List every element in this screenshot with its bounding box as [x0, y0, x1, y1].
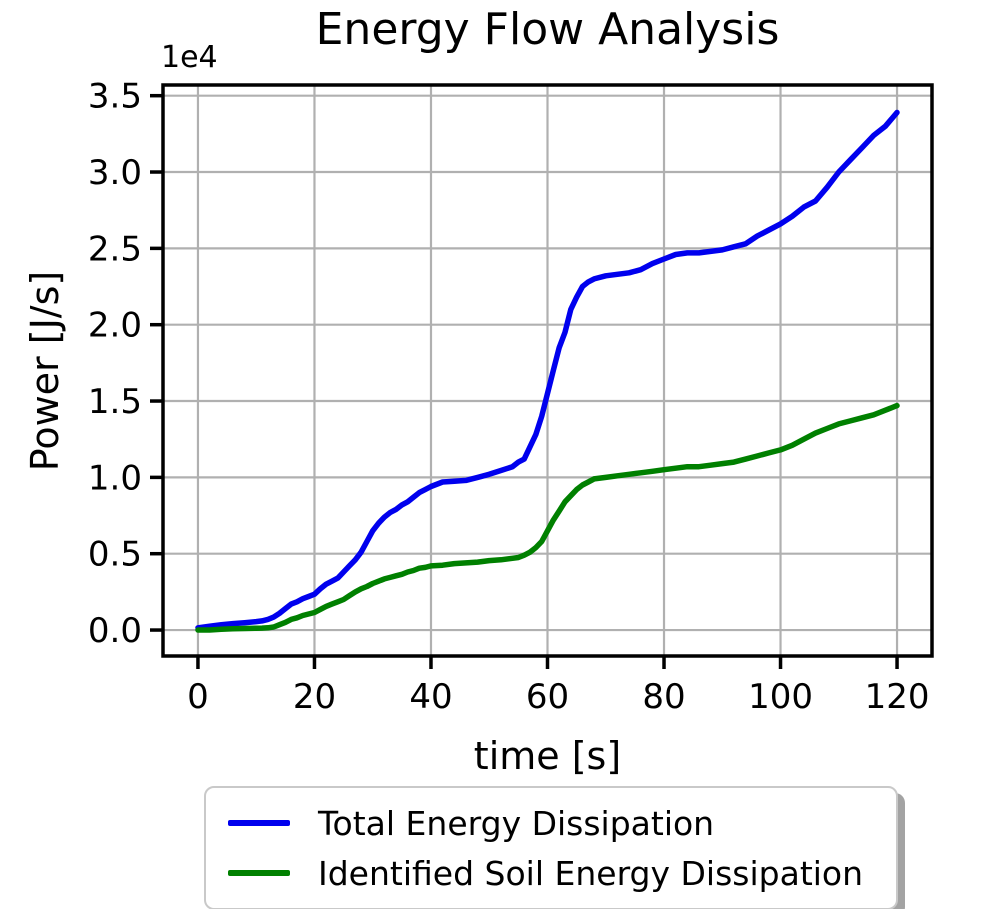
y-tick-label: 3.5 [88, 77, 142, 117]
legend-line-sample-soil [228, 870, 290, 876]
y-axis-offset-label: 1e4 [161, 40, 218, 75]
legend-label-total: Total Energy Dissipation [318, 803, 715, 843]
x-axis-label: time [s] [473, 734, 622, 778]
x-tick-label: 100 [748, 677, 813, 717]
y-tick-label: 1.5 [88, 382, 142, 422]
y-tick-label: 2.0 [88, 306, 142, 346]
line-identified-soil-energy-dissipation [195, 402, 900, 633]
x-tick-label: 60 [526, 677, 569, 717]
legend-item-soil: Identified Soil Energy Dissipation [228, 848, 874, 898]
legend-line-sample-total [228, 820, 290, 826]
x-tick-label: 0 [187, 677, 209, 717]
y-tick-label: 1.0 [88, 458, 142, 498]
line-total-energy-dissipation [195, 109, 900, 631]
x-tick-label: 20 [293, 677, 336, 717]
y-axis-label: Power [J/s] [23, 270, 67, 472]
y-tick-label: 0.0 [88, 611, 142, 651]
y-tick-label: 3.0 [88, 153, 142, 193]
chart-title: Energy Flow Analysis [315, 4, 780, 55]
x-tick-label: 120 [865, 677, 930, 717]
x-tick-label: 80 [642, 677, 685, 717]
legend-item-total: Total Energy Dissipation [228, 798, 874, 848]
x-tick-label: 40 [409, 677, 452, 717]
y-tick-label: 2.5 [88, 229, 142, 269]
legend: Total Energy Dissipation Identified Soil… [204, 786, 898, 909]
y-tick-label: 0.5 [88, 535, 142, 575]
legend-label-soil: Identified Soil Energy Dissipation [318, 853, 864, 893]
